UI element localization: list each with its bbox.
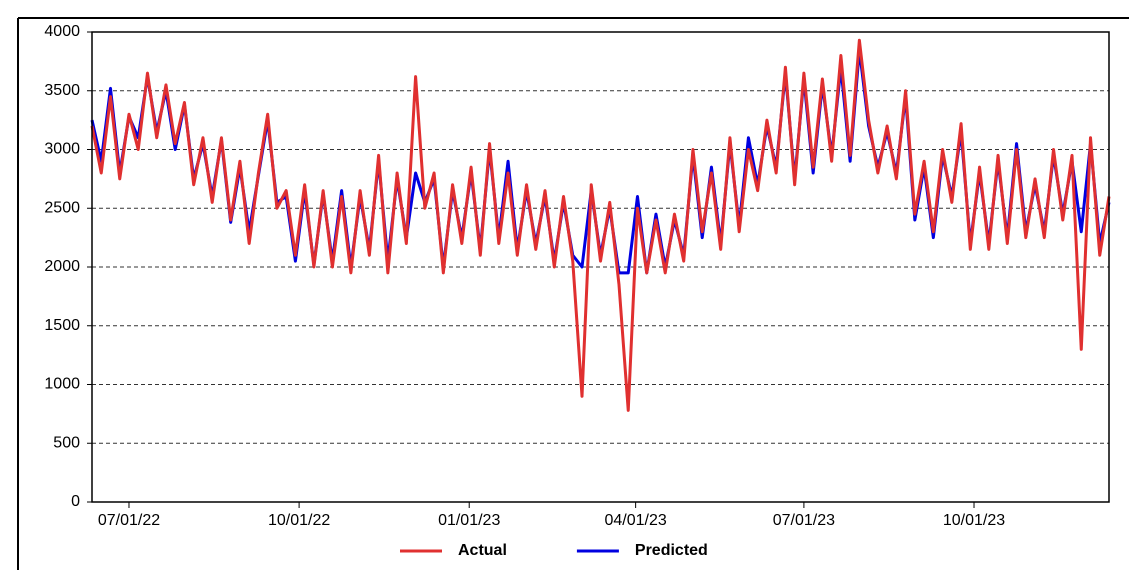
plot-border [91, 31, 1110, 503]
x-tick-label: 10/01/23 [943, 512, 1005, 529]
x-tick-label: 07/01/23 [773, 512, 835, 529]
x-tick-label: 01/01/23 [438, 512, 500, 529]
x-tick-label: 04/01/23 [604, 512, 666, 529]
legend-label: Predicted [635, 542, 708, 559]
series-line [90, 38, 1111, 412]
x-tick-label: 10/01/22 [268, 512, 330, 529]
y-tick-label: 3000 [44, 141, 80, 158]
y-tick-label: 3500 [44, 82, 80, 99]
y-tick-label: 0 [71, 493, 80, 510]
y-tick-label: 2500 [44, 199, 80, 216]
y-tick-label: 500 [53, 434, 80, 451]
legend-label: Actual [458, 542, 507, 559]
y-tick-label: 1000 [44, 376, 80, 393]
y-tick-label: 1500 [44, 317, 80, 334]
y-tick-label: 2000 [44, 258, 80, 275]
x-tick-label: 07/01/22 [98, 512, 160, 529]
y-tick-label: 4000 [44, 23, 80, 40]
